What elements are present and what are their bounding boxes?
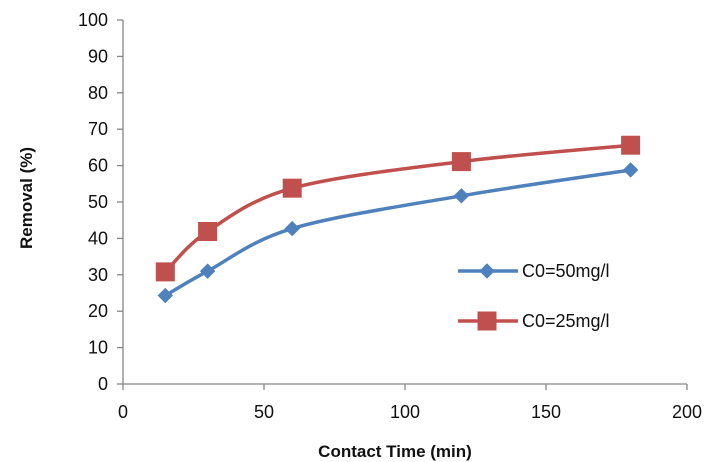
legend-item: C0=25mg/l xyxy=(458,311,610,331)
y-tick-label: 20 xyxy=(88,301,108,321)
y-axis-title: Removal (%) xyxy=(17,147,36,249)
data-point xyxy=(624,163,638,177)
y-tick-label: 90 xyxy=(88,46,108,66)
data-point xyxy=(199,222,217,240)
y-tick-label: 70 xyxy=(88,119,108,139)
legend-label: C0=25mg/l xyxy=(522,311,610,331)
legend-item: C0=50mg/l xyxy=(458,261,610,281)
data-point xyxy=(622,136,640,154)
legend-marker xyxy=(480,264,494,278)
x-tick-label: 50 xyxy=(254,402,274,422)
x-tick-label: 150 xyxy=(531,402,561,422)
data-point xyxy=(283,179,301,197)
axis-ticks: 0 10 20 30 40 50 60 70 80 90 100 0 50 100 150 200 xyxy=(78,10,702,422)
data-point xyxy=(201,264,215,278)
x-axis-title: Contact Time (min) xyxy=(318,442,472,461)
x-tick-label: 200 xyxy=(672,402,702,422)
data-point xyxy=(452,153,470,171)
y-tick-label: 100 xyxy=(78,10,108,30)
y-tick-label: 10 xyxy=(88,338,108,358)
chart-legend: C0=50mg/l C0=25mg/l xyxy=(458,261,610,331)
series-1 xyxy=(158,163,637,303)
y-tick-label: 30 xyxy=(88,265,108,285)
data-point xyxy=(285,222,299,236)
y-tick-label: 80 xyxy=(88,83,108,103)
x-tick-label: 0 xyxy=(118,402,128,422)
legend-marker xyxy=(478,312,496,330)
legend-label: C0=50mg/l xyxy=(522,261,610,281)
data-point xyxy=(454,189,468,203)
data-point xyxy=(156,263,174,281)
y-tick-label: 50 xyxy=(88,192,108,212)
y-tick-label: 40 xyxy=(88,228,108,248)
y-tick-label: 60 xyxy=(88,156,108,176)
x-tick-label: 100 xyxy=(390,402,420,422)
y-tick-label: 0 xyxy=(98,374,108,394)
